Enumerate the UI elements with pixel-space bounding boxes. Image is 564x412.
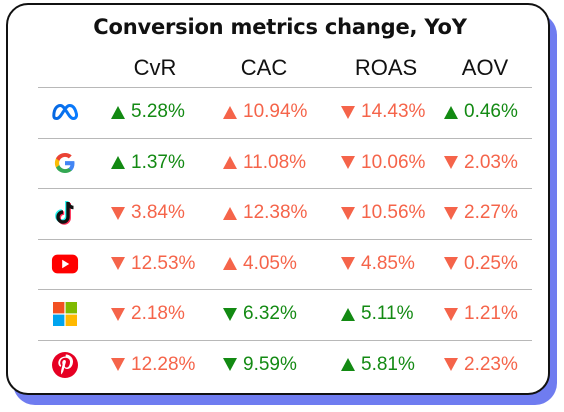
arrow-down-icon [444, 257, 458, 271]
column-header-cvr: CvR [133, 55, 177, 80]
metric-cac-cell: 12.38% [223, 199, 307, 227]
arrow-up-icon [111, 105, 125, 119]
metric-value: 0.46% [464, 101, 518, 123]
metric-value: 12.28% [131, 353, 196, 375]
metric-value: 2.18% [131, 303, 185, 325]
metric-value: 10.06% [361, 151, 426, 173]
metric-aov-cell: 2.27% [444, 199, 518, 227]
metric-cac-cell: 11.08% [223, 149, 306, 177]
metric-value: 2.23% [464, 353, 518, 375]
arrow-down-icon [341, 105, 355, 119]
metric-value: 5.28% [131, 101, 185, 123]
arrow-down-icon [223, 358, 237, 372]
arrow-up-icon [223, 257, 237, 271]
metric-value: 2.03% [464, 151, 518, 173]
column-header-aov: AOV [461, 55, 509, 80]
chart-title: Conversion metrics change, YoY [93, 15, 467, 39]
row-divider [38, 87, 532, 88]
metric-cvr-cell: 1.37% [111, 149, 185, 177]
arrow-up-icon [341, 307, 355, 321]
metric-aov-cell: 0.25% [444, 250, 518, 278]
metric-cac-cell: 6.32% [223, 300, 297, 328]
row-divider [38, 188, 532, 189]
metric-value: 12.38% [243, 202, 308, 224]
arrow-up-icon [341, 358, 355, 372]
metric-cac-cell: 4.05% [223, 250, 297, 278]
metric-cac-cell: 9.59% [223, 351, 297, 379]
arrow-down-icon [223, 307, 237, 321]
arrow-down-icon [111, 358, 125, 372]
row-divider [38, 339, 532, 341]
metric-cvr-cell: 12.28% [111, 351, 195, 379]
metric-value: 6.32% [243, 303, 297, 325]
arrow-down-icon [444, 156, 458, 170]
metric-roas-cell: 10.56% [341, 199, 425, 227]
tiktok-logo [51, 199, 79, 227]
metric-cvr-cell: 12.53% [111, 250, 195, 278]
arrow-down-icon [444, 206, 458, 220]
metric-value: 0.25% [464, 252, 518, 274]
metric-aov-cell: 0.46% [444, 98, 518, 126]
arrow-down-icon [111, 257, 125, 271]
metric-aov-cell: 2.23% [444, 351, 518, 379]
metric-value: 1.37% [131, 151, 185, 173]
row-divider [38, 289, 532, 290]
metric-value: 9.59% [243, 353, 297, 375]
metric-value: 10.56% [361, 202, 426, 224]
arrow-down-icon [341, 156, 355, 170]
metric-cvr-cell: 5.28% [111, 98, 185, 126]
metric-cac-cell: 10.94% [223, 98, 307, 126]
google-logo [51, 149, 79, 177]
column-header-roas: ROAS [354, 55, 418, 80]
metric-aov-cell: 2.03% [444, 149, 518, 177]
pinterest-logo [51, 351, 79, 379]
arrow-down-icon [444, 307, 458, 321]
metric-value: 4.85% [361, 252, 415, 274]
metric-aov-cell: 1.21% [444, 300, 518, 328]
arrow-up-icon [223, 105, 237, 119]
arrow-up-icon [223, 206, 237, 220]
metric-value: 5.81% [361, 353, 415, 375]
microsoft-logo [51, 300, 79, 328]
arrow-down-icon [341, 206, 355, 220]
metric-cvr-cell: 2.18% [111, 300, 185, 328]
metric-value: 10.94% [243, 101, 308, 123]
metric-value: 2.27% [464, 202, 518, 224]
arrow-down-icon [444, 358, 458, 372]
metrics-card: Conversion metrics change, YoY CvR CAC R… [6, 3, 550, 395]
arrow-down-icon [111, 307, 125, 321]
meta-logo [51, 98, 79, 126]
metric-roas-cell: 10.06% [341, 149, 425, 177]
metric-value: 1.21% [464, 303, 518, 325]
metric-value: 4.05% [243, 252, 297, 274]
arrow-up-icon [223, 156, 237, 170]
metric-roas-cell: 4.85% [341, 250, 415, 278]
arrow-up-icon [444, 105, 458, 119]
row-divider [38, 238, 532, 240]
metric-value: 14.43% [361, 101, 426, 123]
column-header-cac: CAC [240, 55, 288, 80]
metric-roas-cell: 14.43% [341, 98, 425, 126]
arrow-down-icon [341, 257, 355, 271]
row-divider [38, 137, 532, 139]
metric-value: 3.84% [131, 202, 185, 224]
metric-cvr-cell: 3.84% [111, 199, 185, 227]
arrow-up-icon [111, 156, 125, 170]
arrow-down-icon [111, 206, 125, 220]
metric-value: 12.53% [131, 252, 196, 274]
metric-value: 11.08% [243, 151, 307, 173]
metric-roas-cell: 5.81% [341, 351, 415, 379]
youtube-logo [51, 250, 79, 278]
metric-value: 5.11% [361, 303, 414, 325]
metric-roas-cell: 5.11% [341, 300, 413, 328]
